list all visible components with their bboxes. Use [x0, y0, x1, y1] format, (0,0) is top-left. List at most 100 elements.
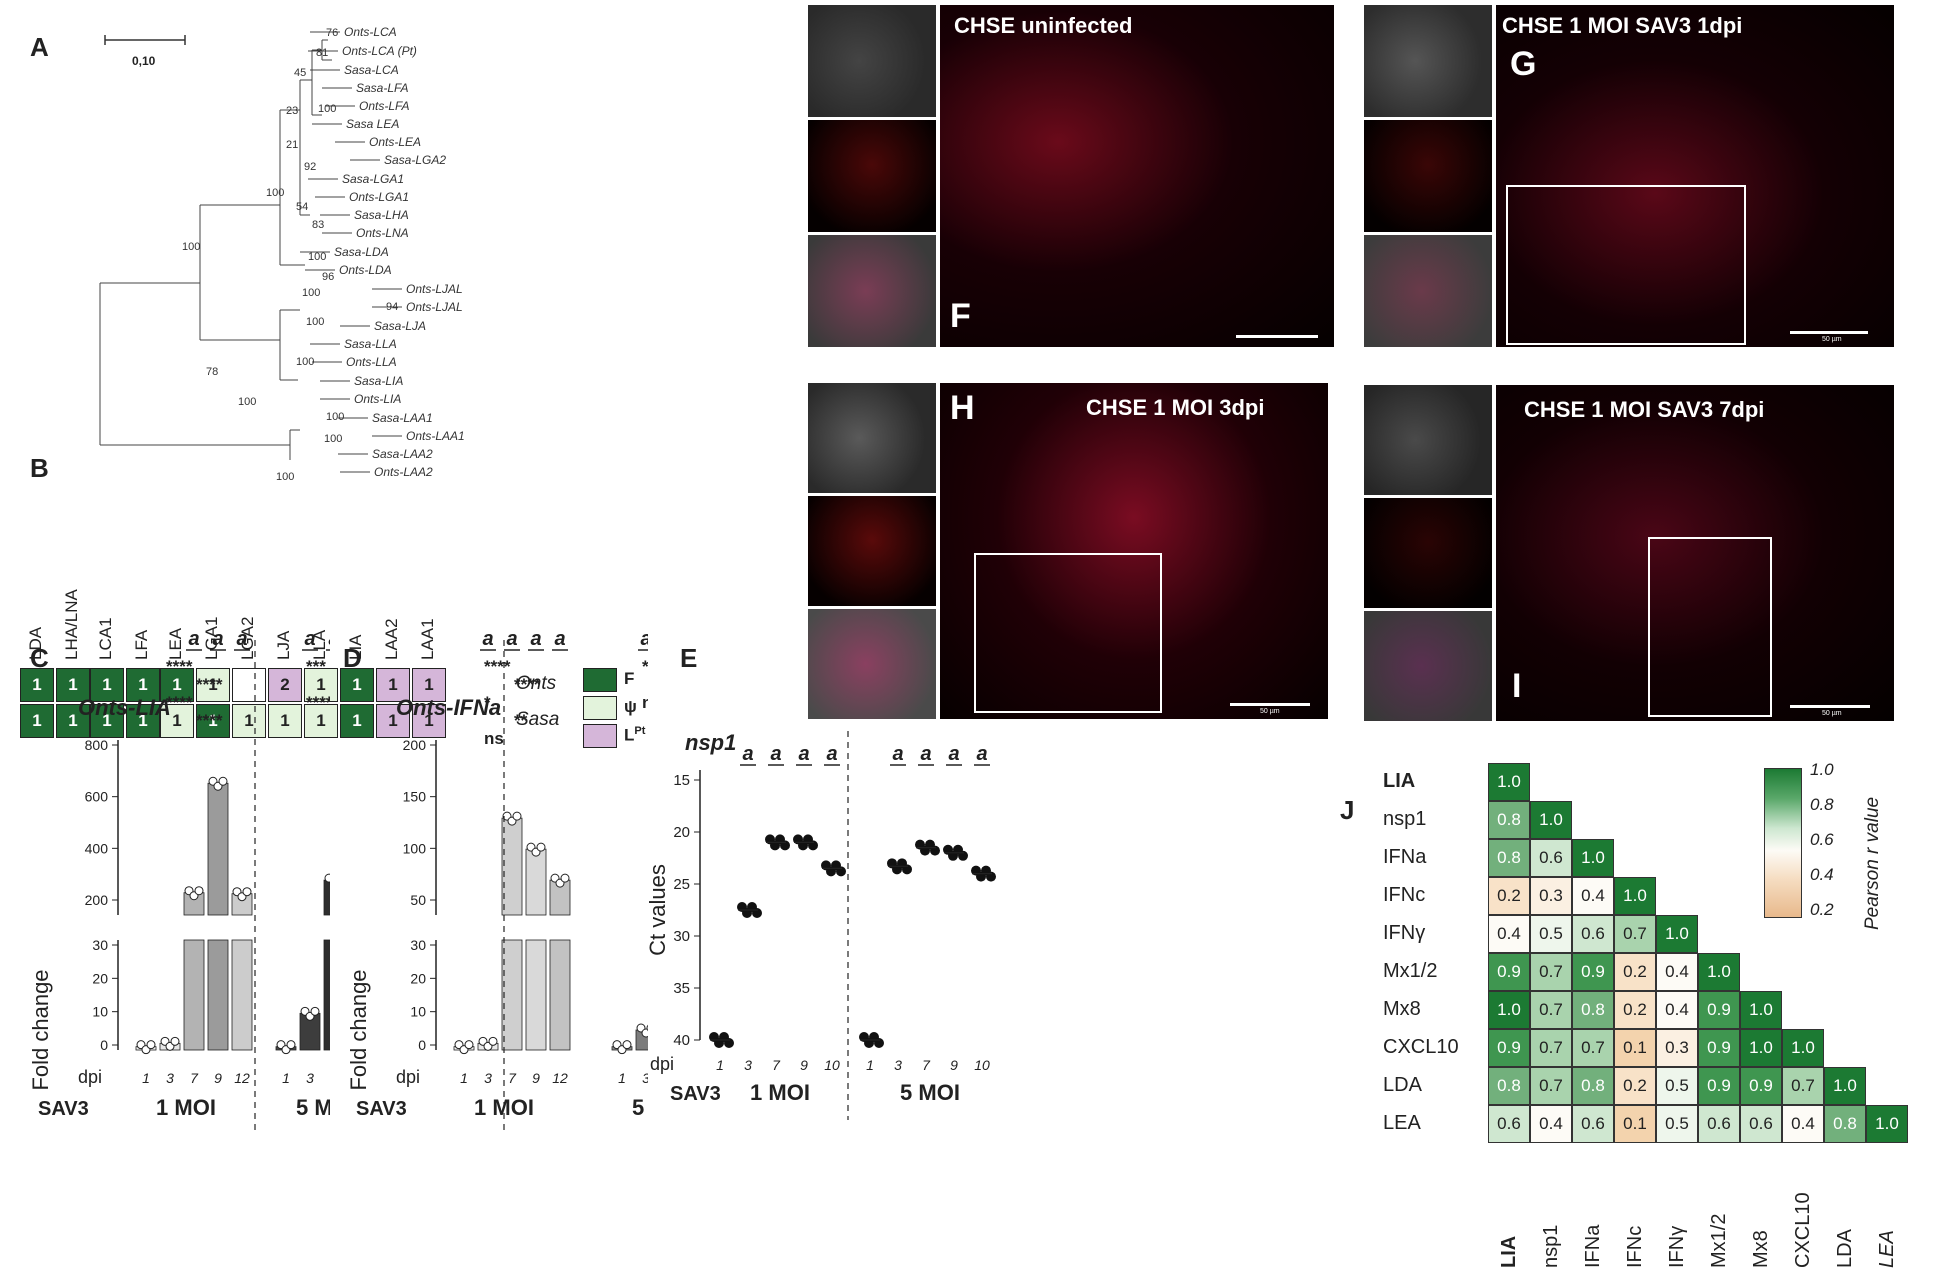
heatmap-cell: 0.9: [1698, 1029, 1740, 1067]
bootstrap-value: 100: [308, 251, 326, 263]
grid-cell: 1: [196, 704, 230, 738]
colorbar-label: Pearson r value: [1862, 796, 1883, 930]
legend-label: F: [624, 669, 635, 688]
heatmap-cell: 0.8: [1572, 991, 1614, 1029]
y-axis-label: Fold change: [346, 969, 371, 1090]
micrograph-g-title: CHSE 1 MOI SAV3 1dpi: [1502, 13, 1743, 38]
significance-letter: a: [976, 743, 987, 765]
grid-cell: 1: [56, 704, 90, 738]
bootstrap-value: 100: [276, 471, 294, 480]
data-point: [310, 1006, 320, 1016]
grid-cell: 1: [126, 704, 160, 738]
thumb-i-2: [1364, 498, 1492, 608]
micrograph-g-inset: [1506, 185, 1746, 345]
thumb-i-3: [1364, 611, 1492, 721]
micrograph-g: CHSE 1 MOI SAV3 1dpi G 50 µm: [1496, 5, 1894, 347]
thumb-h-1: [808, 383, 936, 493]
heatmap-cell: 0.4: [1782, 1105, 1824, 1143]
significance-letter: a: [482, 628, 493, 650]
colorbar-tick: 0.2: [1810, 900, 1834, 919]
y-tick-label: 25: [673, 876, 690, 893]
bootstrap-value: 78: [206, 366, 218, 378]
moi-label: 5 MOI: [900, 1080, 960, 1105]
x-tick-label: 3: [306, 1070, 314, 1086]
bootstrap-value: 100: [302, 287, 320, 299]
taxon-label: Sasa-LLA: [344, 337, 397, 351]
heatmap-cell: 0.9: [1488, 1029, 1530, 1067]
colorbar-tick: 0.6: [1810, 830, 1834, 849]
y-tick-label: 0: [100, 1037, 108, 1053]
bootstrap-value: 100: [238, 396, 256, 408]
x-tick-label: 1: [282, 1070, 290, 1086]
x-tick-label: 3: [484, 1070, 492, 1086]
heatmap-cell: 0.3: [1530, 877, 1572, 915]
x-tick-label: 12: [552, 1070, 568, 1086]
significance-letter: a: [920, 743, 931, 765]
heatmap-cell: 0.9: [1572, 953, 1614, 991]
data-point: [218, 776, 228, 786]
heatmap-cell: 0.5: [1530, 915, 1572, 953]
heatmap-col-label: LIA: [1498, 1235, 1520, 1268]
grid-cell: 1: [340, 668, 374, 702]
significance-stars: ***: [306, 657, 326, 676]
grid-cell: 1: [196, 668, 230, 702]
heatmap-cell: 1.0: [1530, 801, 1572, 839]
heatmap-row-label: LIA: [1383, 770, 1416, 792]
data-point: [622, 1040, 632, 1050]
taxon-label: Sasa-LFA: [356, 81, 408, 95]
micrograph-f: CHSE uninfected F: [940, 5, 1334, 347]
thumb-h-2: [808, 496, 936, 606]
grid-cell: 1: [160, 704, 194, 738]
taxon-label: Onts-LDA: [339, 263, 392, 277]
bar: [231, 939, 253, 1051]
significance-stars: ****: [642, 657, 648, 676]
heatmap-row-label: CXCL10: [1383, 1036, 1459, 1058]
heatmap-row-label: LDA: [1383, 1074, 1422, 1096]
significance-stars: *: [484, 693, 491, 712]
y-tick-label: 10: [92, 1004, 108, 1020]
heatmap-row-label: LEA: [1383, 1112, 1421, 1134]
heatmap-cell: 1.0: [1698, 953, 1740, 991]
panel-c-letter: C: [30, 643, 49, 673]
x-tick-label: 7: [508, 1070, 517, 1086]
taxon-label: Sasa-LDA: [334, 245, 389, 259]
micrograph-i-inset: [1648, 537, 1772, 717]
panel-b-letter: B: [30, 453, 49, 483]
heatmap-cell: 0.8: [1488, 839, 1530, 877]
thumb-g-2: [1364, 120, 1492, 232]
thumb-h-3: [808, 609, 936, 719]
bar: [183, 939, 205, 1051]
thumb-f-1: [808, 5, 936, 117]
bar: [501, 817, 523, 916]
gene-title: Onts-LIA: [78, 695, 171, 720]
heatmap-cell: 0.7: [1530, 953, 1572, 991]
legend-swatch: [583, 668, 617, 692]
y-tick-label: 30: [410, 937, 426, 953]
data-point: [242, 887, 252, 897]
grid-cell: 1: [232, 704, 266, 738]
grid-cell: 1: [376, 704, 410, 738]
x-tick-label: 3: [642, 1070, 648, 1086]
heatmap-cell: 0.2: [1614, 953, 1656, 991]
heatmap-col-label: IFNa: [1582, 1224, 1604, 1268]
y-tick-label: 800: [85, 737, 109, 753]
significance-stars: ns: [484, 729, 504, 748]
heatmap-cell: 0.6: [1530, 839, 1572, 877]
y-tick-label: 10: [410, 1004, 426, 1020]
grid-cell: 1: [160, 668, 194, 702]
grid-cell: 1: [56, 668, 90, 702]
x-tick-label: 3: [894, 1057, 902, 1073]
heatmap-row-label: Mx1/2: [1383, 960, 1438, 982]
y-tick-label: 30: [673, 928, 690, 945]
taxon-label: Onts-LCA: [344, 25, 397, 39]
colorbar-tick: 1.0: [1810, 760, 1834, 779]
phylogenetic-tree: Onts-LCA Onts-LCA (Pt) Sasa-LCA Sasa-LFA Ont…: [99, 25, 465, 480]
heatmap-cell: 1.0: [1866, 1105, 1908, 1143]
heatmap-cell: 1.0: [1824, 1067, 1866, 1105]
heatmap-cell: 0.2: [1614, 1067, 1656, 1105]
heatmap-cell: 0.8: [1488, 801, 1530, 839]
significance-letter: a: [188, 628, 199, 650]
heatmap-cell: 0.7: [1614, 915, 1656, 953]
thumb-i-1: [1364, 385, 1492, 495]
